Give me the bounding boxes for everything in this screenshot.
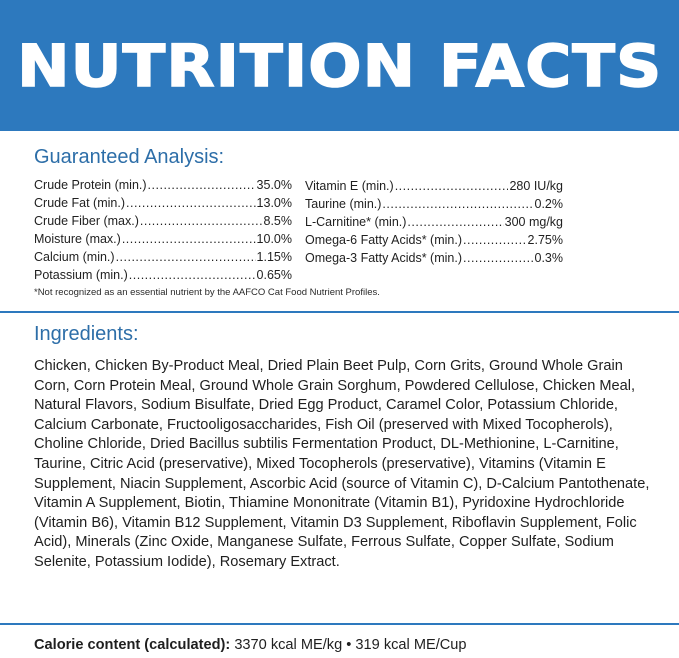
nutrient-label: L-Carnitine* (min.) (305, 215, 407, 229)
analysis-row: Moisture (max.) 10.0% (34, 230, 292, 248)
nutrient-label: Crude Fiber (max.) (34, 214, 139, 228)
ingredients-title: Ingredients: (34, 323, 139, 345)
nutrient-value: 13.0% (256, 196, 292, 210)
analysis-row: Calcium (min.) 1.15% (34, 248, 292, 266)
analysis-row: Omega-3 Fatty Acids* (min.) 0.3% (305, 249, 563, 267)
calorie-value: 3370 kcal ME/kg • 319 kcal ME/Cup (234, 637, 467, 653)
nutrient-value: 35.0% (256, 178, 292, 192)
dot-leader (122, 230, 256, 248)
nutrient-value: 300 mg/kg (504, 215, 563, 229)
analysis-row: Crude Fiber (max.) 8.5% (34, 212, 292, 230)
analysis-row: Omega-6 Fatty Acids* (min.) 2.75% (305, 231, 563, 249)
nutrient-value: 2.75% (527, 233, 563, 247)
dot-leader (463, 249, 534, 267)
nutrient-label: Calcium (min.) (34, 250, 115, 264)
nutrient-label: Vitamin E (min.) (305, 179, 394, 193)
dot-leader (140, 212, 263, 230)
analysis-row: Crude Fat (min.) 13.0% (34, 194, 292, 212)
dot-leader (148, 176, 256, 194)
dot-leader (126, 194, 256, 212)
guaranteed-analysis-title: Guaranteed Analysis: (34, 146, 225, 168)
nutrient-value: 280 IU/kg (509, 179, 563, 193)
analysis-row: Potassium (min.) 0.65% (34, 266, 292, 284)
nutrition-facts-banner: NUTRITION FACTS (0, 0, 679, 131)
nutrient-value: 0.2% (534, 197, 564, 211)
calorie-label: Calorie content (calculated): (34, 637, 231, 653)
analysis-footnote: *Not recognized as an essential nutrient… (34, 287, 380, 298)
section-divider (0, 623, 679, 625)
analysis-left-column: Crude Protein (min.) 35.0% Crude Fat (min.… (34, 176, 292, 284)
analysis-row: Crude Protein (min.) 35.0% (34, 176, 292, 194)
section-divider (0, 311, 679, 313)
analysis-row: L-Carnitine* (min.) 300 mg/kg (305, 213, 563, 231)
nutrient-value: 8.5% (263, 214, 293, 228)
dot-leader (116, 248, 256, 266)
analysis-row: Vitamin E (min.) 280 IU/kg (305, 177, 563, 195)
nutrient-value: 0.3% (534, 251, 564, 265)
nutrient-label: Potassium (min.) (34, 268, 128, 282)
ingredients-text: Chicken, Chicken By-Product Meal, Dried … (34, 358, 650, 570)
nutrient-label: Omega-3 Fatty Acids* (min.) (305, 251, 462, 265)
nutrient-label: Taurine (min.) (305, 197, 382, 211)
nutrient-value: 1.15% (256, 250, 292, 264)
banner-title: NUTRITION FACTS (16, 31, 663, 101)
analysis-right-column: Vitamin E (min.) 280 IU/kg Taurine (min.) 0… (305, 177, 563, 267)
nutrient-label: Omega-6 Fatty Acids* (min.) (305, 233, 462, 247)
nutrient-label: Moisture (max.) (34, 232, 121, 246)
dot-leader (463, 231, 527, 249)
nutrient-label: Crude Protein (min.) (34, 178, 147, 192)
nutrient-value: 10.0% (256, 232, 292, 246)
nutrient-value: 0.65% (256, 268, 292, 282)
calorie-content: Calorie content (calculated): 3370 kcal … (34, 637, 467, 653)
dot-leader (395, 177, 509, 195)
analysis-row: Taurine (min.) 0.2% (305, 195, 563, 213)
dot-leader (382, 195, 533, 213)
dot-leader (407, 213, 503, 231)
dot-leader (129, 266, 256, 284)
nutrient-label: Crude Fat (min.) (34, 196, 125, 210)
